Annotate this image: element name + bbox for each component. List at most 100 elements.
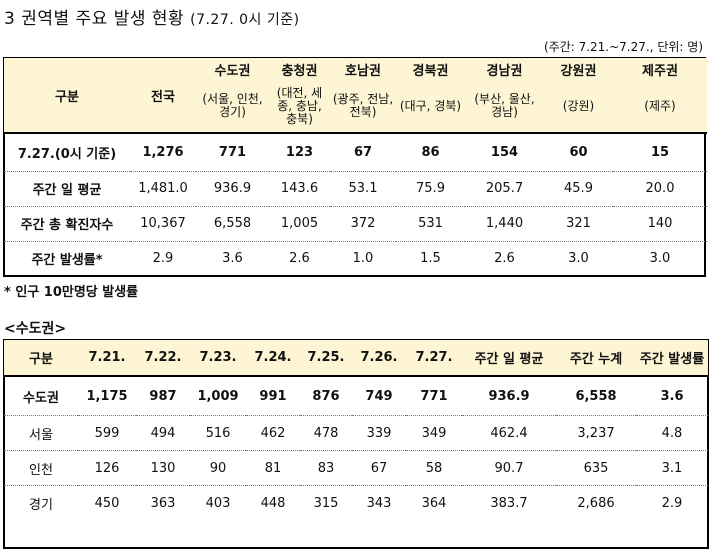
row-label: 주간 일 평균 [4,171,130,207]
region-subs: (광주, 전남, 전북) [330,80,396,133]
footnote: * 인구 10만명당 발생률 [4,285,139,300]
cell: 6,558 [556,375,636,416]
region-subs: (대전, 세종, 충남, 충북) [269,80,330,133]
cell: 4.8 [636,415,708,451]
region-subs: (강원) [544,80,613,133]
column-header: 7.24. [246,340,300,376]
cell: 1,005 [269,206,330,242]
table2-header-row: 구분 7.21. 7.22. 7.23. 7.24. 7.25. 7.26. 7… [4,340,708,376]
cell: 130 [136,450,190,486]
region-subs: (제주) [613,80,707,133]
cell: 462.4 [462,415,556,451]
cell: 1,276 [130,132,196,172]
cell: 154 [465,132,544,172]
cell: 403 [205,495,231,511]
cell: 372 [330,206,396,242]
cell: 1,440 [465,206,544,242]
cell: 143.6 [269,171,330,207]
cell: 123 [269,132,330,172]
cell: 315 [313,495,339,511]
cell: 516 [190,415,246,451]
cell: 90 [190,450,246,486]
section-title-capital: <수도권> [4,321,67,337]
cell: 1.0 [352,250,374,266]
cell: 58 [406,450,462,486]
cell: 205.7 [465,171,544,207]
cell: 635 [556,450,636,486]
cell: 3.0 [649,250,671,266]
cell: 462 [246,415,300,451]
table-row: 서울 599 494 516 462 478 339 349 462.4 3,2… [4,415,708,451]
table-row: 경기 450 363 403 448 315 343 364 383.7 2,6… [4,486,708,521]
column-header: 주간 누계 [556,340,636,376]
region-subs: (서울, 인천, 경기) [196,80,269,133]
table1-national-header: 전국 [130,58,196,133]
unit-note: (주간: 7.21.~7.27., 단위: 명) [543,40,703,54]
column-header: 7.27. [406,340,462,376]
cell: 126 [78,450,136,486]
cell: 478 [300,415,352,451]
cell: 3.6 [636,375,708,416]
cell: 3.6 [222,250,243,266]
table-row: 수도권 1,175 987 1,009 991 876 749 771 936.… [4,375,708,416]
region-name: 충청권 [269,58,330,80]
cell: 6,558 [196,206,269,242]
row-label: 수도권 [4,375,78,416]
cell: 10,367 [130,206,196,242]
region-name: 호남권 [330,58,396,80]
row-label: 주간 총 확진자수 [4,206,130,242]
region-subs: (부산, 울산, 경남) [465,80,544,133]
table-row: 인천 126 130 90 81 83 67 58 90.7 635 3.1 [4,450,708,486]
cell: 599 [78,415,136,451]
row-label: 주간 발생률* [31,252,103,268]
cell: 2.9 [152,250,174,266]
region-subs: (대구, 경북) [396,80,465,133]
cell: 83 [300,450,352,486]
cell: 1,481.0 [130,171,196,207]
cell: 987 [136,375,190,416]
cell: 364 [421,495,447,511]
cell: 67 [330,132,396,172]
cell: 531 [396,206,465,242]
cell: 2.6 [494,250,515,266]
cell: 363 [150,495,176,511]
cell: 494 [136,415,190,451]
cell: 45.9 [544,171,613,207]
cell: 1,009 [190,375,246,416]
cell: 321 [544,206,613,242]
regional-summary-table: 구분 전국 수도권 충청권 호남권 경북권 경남권 강원권 제주권 (서울, 인… [4,58,707,275]
cell: 67 [352,450,406,486]
row-label: 서울 [4,415,78,451]
row-label: 경기 [29,497,53,513]
cell: 876 [300,375,352,416]
table-row: 7.27.(0시 기준) 1,276 771 123 67 86 154 60 … [4,132,707,172]
cell: 3.0 [568,250,589,266]
cell: 450 [94,495,120,511]
cell: 81 [246,450,300,486]
cell: 936.9 [196,171,269,207]
cell: 3,237 [556,415,636,451]
title-main: 3 권역별 주요 발생 현황 [4,9,185,29]
region-name: 강원권 [544,58,613,80]
row-label: 7.27.(0시 기준) [4,132,130,172]
column-header: 주간 일 평균 [462,340,556,376]
column-header: 구분 [4,340,78,376]
cell: 448 [260,495,286,511]
cell: 3.1 [636,450,708,486]
cell: 383.7 [490,495,528,511]
column-header: 7.23. [190,340,246,376]
table-row: 주간 발생률* 2.9 3.6 2.6 1.0 1.5 2.6 3.0 3.0 [4,241,707,275]
cell: 140 [613,206,707,242]
cell: 771 [196,132,269,172]
cell: 86 [396,132,465,172]
cell: 2.9 [661,495,683,511]
row-label: 인천 [4,450,78,486]
cell: 991 [246,375,300,416]
column-header: 7.25. [300,340,352,376]
cell: 349 [406,415,462,451]
table1-subheader-row: (서울, 인천, 경기) (대전, 세종, 충남, 충북) (광주, 전남, 전… [4,80,707,133]
cell: 2.6 [289,250,310,266]
column-header: 7.26. [352,340,406,376]
cell: 749 [352,375,406,416]
cell: 2,686 [577,495,615,511]
